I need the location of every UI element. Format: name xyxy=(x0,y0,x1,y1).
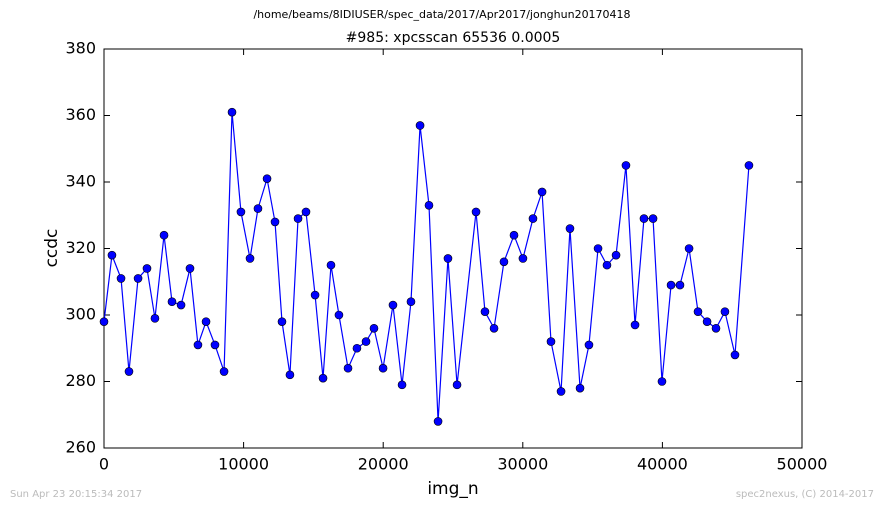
data-point xyxy=(167,297,177,307)
data-point xyxy=(378,363,388,373)
data-point xyxy=(253,204,263,213)
y-tick-label: 320 xyxy=(65,238,96,257)
chart-title: #985: xpcsscan 65536 0.0005 xyxy=(346,30,561,46)
data-point xyxy=(293,214,303,223)
data-point xyxy=(684,244,694,253)
suptitle: /home/beams/8IDIUSER/spec_data/2017/Apr2… xyxy=(253,8,630,21)
x-tick-label: 40000 xyxy=(637,455,688,474)
data-point xyxy=(744,161,754,170)
data-point xyxy=(326,260,336,270)
data-point xyxy=(107,250,117,260)
data-point xyxy=(666,280,676,290)
data-point xyxy=(361,337,371,346)
data-point xyxy=(499,257,509,267)
data-point xyxy=(639,214,649,223)
y-tick-label: 340 xyxy=(65,172,96,191)
data-point xyxy=(537,187,547,197)
data-point xyxy=(406,297,416,307)
y-tick-label: 260 xyxy=(65,438,96,457)
data-point xyxy=(489,323,499,333)
footer-credit: spec2nexus, (C) 2014-2017 xyxy=(736,489,874,500)
data-point xyxy=(397,380,407,390)
data-point xyxy=(270,217,280,227)
y-tick-label: 280 xyxy=(65,371,96,390)
y-tick-label: 300 xyxy=(65,305,96,324)
data-point xyxy=(245,254,255,263)
data-point xyxy=(210,340,220,350)
plot-frame xyxy=(103,48,803,449)
data-point xyxy=(584,340,594,350)
data-point xyxy=(124,367,134,376)
data-point xyxy=(575,383,585,393)
data-point xyxy=(528,214,538,223)
data-point xyxy=(219,367,229,376)
data-point xyxy=(593,244,603,253)
data-point xyxy=(133,274,143,283)
data-point xyxy=(565,224,575,233)
data-point xyxy=(621,161,631,170)
footer-date: Sun Apr 23 20:15:34 2017 xyxy=(10,489,142,500)
data-point xyxy=(630,320,640,330)
y-axis-label: ccdc xyxy=(42,229,62,268)
x-tick-label: 20000 xyxy=(358,455,409,474)
data-point xyxy=(415,121,425,130)
data-point xyxy=(730,350,740,360)
data-point xyxy=(648,214,658,223)
data-point xyxy=(343,363,353,373)
series-line xyxy=(103,112,750,422)
y-tick-label: 360 xyxy=(65,105,96,124)
data-point xyxy=(657,377,667,386)
x-axis-label: img_n xyxy=(427,479,478,499)
data-point xyxy=(227,107,237,117)
data-point xyxy=(334,310,344,320)
data-point xyxy=(602,260,612,270)
data-point xyxy=(185,264,195,273)
x-tick-label: 50000 xyxy=(777,455,828,474)
data-point xyxy=(509,230,519,240)
data-point xyxy=(369,323,379,333)
data-point xyxy=(159,230,169,240)
y-tick-label: 380 xyxy=(65,39,96,58)
data-point xyxy=(193,340,203,350)
data-point xyxy=(424,200,434,210)
data-point xyxy=(285,370,295,380)
data-point xyxy=(702,317,712,326)
data-point xyxy=(352,343,362,353)
data-point xyxy=(301,207,311,217)
data-point xyxy=(116,274,126,283)
x-tick-label: 0 xyxy=(99,455,109,474)
data-point xyxy=(176,300,186,310)
data-point xyxy=(318,373,328,383)
data-point xyxy=(452,380,462,390)
data-point xyxy=(99,317,109,326)
x-tick-label: 30000 xyxy=(497,455,548,474)
data-point xyxy=(236,207,246,217)
data-point xyxy=(262,174,272,183)
data-point xyxy=(142,264,152,273)
data-point xyxy=(433,417,443,426)
data-point xyxy=(546,337,556,346)
data-point xyxy=(480,307,490,316)
data-point xyxy=(611,250,621,260)
data-point xyxy=(150,314,160,323)
data-point xyxy=(471,207,481,217)
data-point xyxy=(388,300,398,310)
data-point xyxy=(711,323,721,333)
data-point xyxy=(720,307,730,316)
data-point xyxy=(277,317,287,326)
data-point xyxy=(675,280,685,290)
data-point xyxy=(201,317,211,326)
data-point xyxy=(518,254,528,263)
data-point xyxy=(443,254,453,263)
data-point xyxy=(310,290,320,300)
data-point xyxy=(693,307,703,316)
x-tick-label: 10000 xyxy=(218,455,269,474)
data-point xyxy=(556,387,566,396)
